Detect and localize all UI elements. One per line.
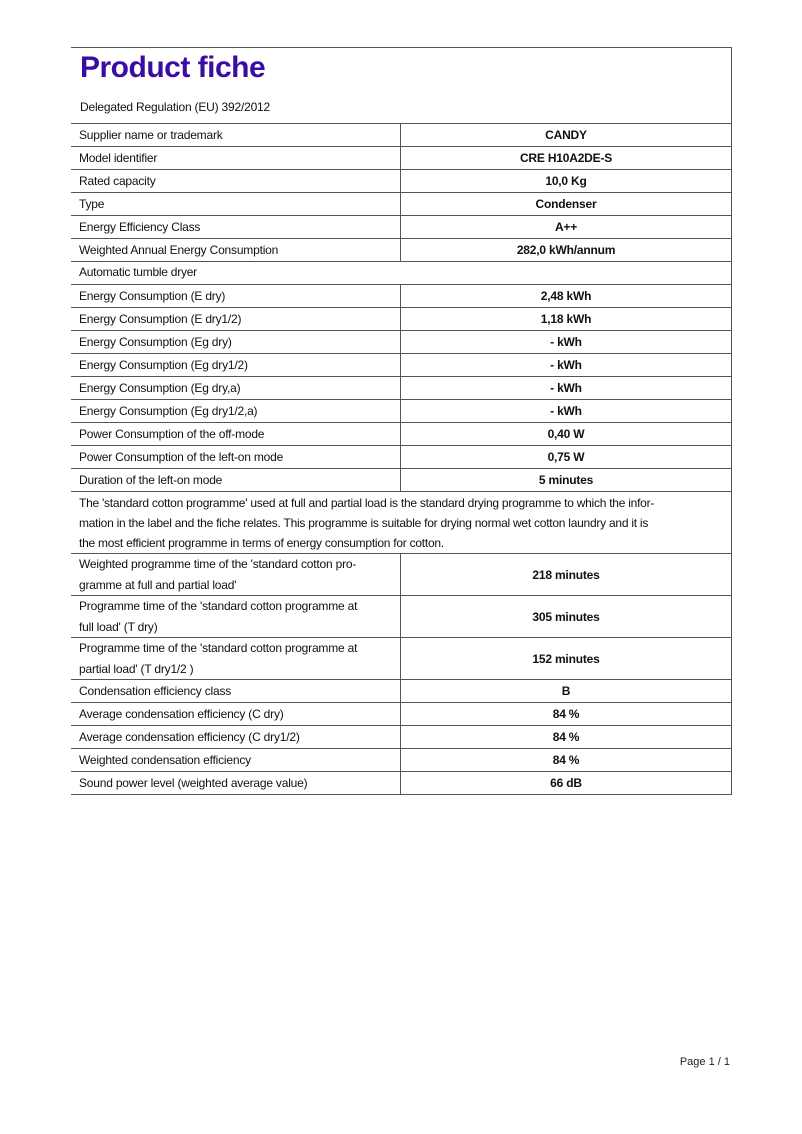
row-label: Energy Consumption (Eg dry,a): [71, 377, 401, 399]
label-line: Weighted programme time of the 'standard…: [79, 556, 357, 571]
row-label: Weighted condensation efficiency: [71, 749, 401, 771]
table-row: Energy Consumption (Eg dry,a) - kWh: [71, 376, 731, 399]
table-row: Programme time of the 'standard cotton p…: [71, 595, 731, 637]
row-label: Supplier name or trademark: [71, 124, 401, 146]
table-row: Type Condenser: [71, 192, 731, 215]
label-line: full load' (T dry): [79, 619, 158, 634]
product-fiche-table: Product fiche Delegated Regulation (EU) …: [71, 47, 732, 795]
row-value: 305 minutes: [532, 609, 600, 624]
page-number: Page 1 / 1: [679, 1056, 730, 1068]
row-value: 84 %: [552, 707, 580, 721]
row-label: Programme time of the 'standard cotton p…: [71, 596, 401, 637]
row-label: Model identifier: [71, 147, 401, 169]
label-line: Programme time of the 'standard cotton p…: [79, 640, 358, 655]
note-line: mation in the label and the fiche relate…: [79, 516, 649, 530]
row-value: 10,0 Kg: [545, 174, 587, 188]
row-label: Power Consumption of the left-on mode: [71, 446, 401, 468]
row-value: - kWh: [550, 358, 582, 372]
row-value: 0,40 W: [547, 427, 585, 441]
row-value: A++: [554, 220, 578, 234]
row-value: B: [561, 684, 571, 698]
row-label: Energy Efficiency Class: [71, 216, 401, 238]
row-label: Energy Consumption (Eg dry1/2): [71, 354, 401, 376]
row-value: 5 minutes: [538, 473, 594, 487]
note-line: the most efficient programme in terms of…: [79, 536, 444, 550]
row-value: 282,0 kWh/annum: [516, 243, 616, 257]
table-row: Model identifier CRE H10A2DE-S: [71, 146, 731, 169]
table-row: Energy Efficiency Class A++: [71, 215, 731, 238]
row-label: Duration of the left-on mode: [71, 469, 401, 491]
row-label: Type: [71, 193, 401, 215]
programme-note: The 'standard cotton programme' used at …: [71, 491, 731, 553]
table-row: Average condensation efficiency (C dry1/…: [71, 725, 731, 748]
row-label: Condensation efficiency class: [71, 680, 401, 702]
row-value: Condenser: [535, 197, 597, 211]
row-value: - kWh: [550, 404, 582, 418]
row-value: 218 minutes: [532, 567, 600, 582]
row-label: Energy Consumption (Eg dry): [71, 331, 401, 353]
table-row: Average condensation efficiency (C dry) 8…: [71, 702, 731, 725]
row-value: 2,48 kWh: [540, 289, 592, 303]
table-row: Energy Consumption (Eg dry) - kWh: [71, 330, 731, 353]
table-row: Energy Consumption (Eg dry1/2,a) - kWh: [71, 399, 731, 422]
row-value: 84 %: [552, 753, 580, 767]
row-value: - kWh: [550, 335, 582, 349]
table-row: Power Consumption of the off-mode 0,40 W: [71, 422, 731, 445]
row-label: Rated capacity: [71, 170, 401, 192]
regulation-reference: Delegated Regulation (EU) 392/2012: [80, 100, 270, 114]
table-row: Programme time of the 'standard cotton p…: [71, 637, 731, 679]
row-label: Energy Consumption (E dry): [71, 285, 401, 307]
table-row: Sound power level (weighted average valu…: [71, 771, 731, 795]
table-row: Weighted Annual Energy Consumption 282,0 …: [71, 238, 731, 261]
table-row: Weighted condensation efficiency 84 %: [71, 748, 731, 771]
row-value: 152 minutes: [532, 651, 600, 666]
note-line: The 'standard cotton programme' used at …: [79, 496, 655, 510]
row-value: CANDY: [545, 128, 587, 142]
row-label: Power Consumption of the off-mode: [71, 423, 401, 445]
row-value: 66 dB: [550, 776, 582, 790]
table-row: Energy Consumption (Eg dry1/2) - kWh: [71, 353, 731, 376]
table-row: Condensation efficiency class B: [71, 679, 731, 702]
row-label: Average condensation efficiency (C dry1/…: [71, 726, 401, 748]
table-row: Energy Consumption (E dry) 2,48 kWh: [71, 284, 731, 307]
row-label: Average condensation efficiency (C dry): [71, 703, 401, 725]
table-row: Weighted programme time of the 'standard…: [71, 553, 731, 595]
row-label: Weighted programme time of the 'standard…: [71, 554, 401, 595]
label-line: Programme time of the 'standard cotton p…: [79, 598, 358, 613]
row-value: CRE H10A2DE-S: [519, 151, 613, 165]
row-value: 1,18 kWh: [540, 312, 592, 326]
row-value: 84 %: [552, 730, 580, 744]
row-label: Energy Consumption (Eg dry1/2,a): [71, 400, 401, 422]
row-value: - kWh: [550, 381, 582, 395]
label-line: gramme at full and partial load': [79, 577, 237, 592]
row-label: Energy Consumption (E dry1/2): [71, 308, 401, 330]
table-row: Energy Consumption (E dry1/2) 1,18 kWh: [71, 307, 731, 330]
row-label: Weighted Annual Energy Consumption: [71, 239, 401, 261]
row-value: 0,75 W: [547, 450, 585, 464]
table-row: Duration of the left-on mode 5 minutes: [71, 468, 731, 491]
page-title: Product fiche: [80, 51, 266, 84]
section-label: Automatic tumble dryer: [71, 261, 731, 284]
table-row: Supplier name or trademark CANDY: [71, 123, 731, 146]
row-label: Sound power level (weighted average valu…: [71, 772, 401, 794]
row-label: Programme time of the 'standard cotton p…: [71, 638, 401, 679]
table-row: Power Consumption of the left-on mode 0,7…: [71, 445, 731, 468]
table-row: Rated capacity 10,0 Kg: [71, 169, 731, 192]
label-line: partial load' (T dry1/2 ): [79, 661, 194, 676]
